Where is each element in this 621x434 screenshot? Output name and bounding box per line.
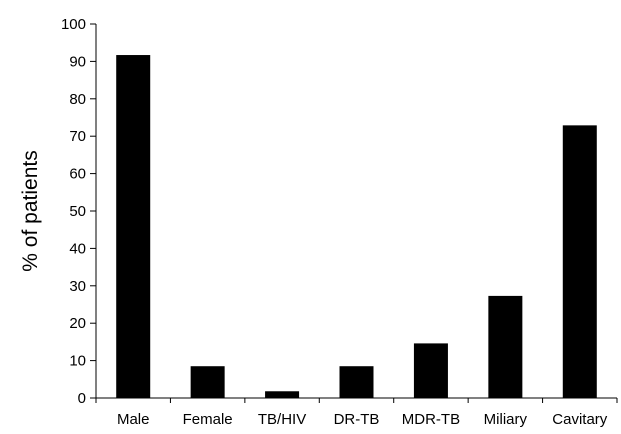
y-tick-label: 100 [61, 16, 86, 33]
bar-female [190, 366, 225, 398]
y-tick-label: 10 [69, 353, 86, 370]
bar-cavitary [562, 125, 597, 398]
bar-dr-tb [339, 366, 374, 398]
bar-tb-hiv [265, 391, 300, 398]
x-tick-label: DR-TB [334, 411, 380, 428]
category-labels: Male Female TB/HIV DR-TB MDR-TB Miliary Cavita… [117, 411, 608, 428]
x-ticks [95, 398, 618, 403]
x-tick-label: MDR-TB [402, 411, 460, 428]
y-tick-label: 50 [69, 203, 86, 220]
y-tick-label: 0 [78, 390, 86, 407]
y-axis-title: % of patients [19, 150, 42, 271]
y-tick-label: 60 [69, 166, 86, 183]
bar-mdr-tb [413, 343, 448, 398]
y-ticks: 0 10 20 30 40 50 60 70 80 90 100 [61, 16, 96, 407]
y-tick-label: 70 [69, 128, 86, 145]
x-tick-label: Male [117, 411, 150, 428]
x-tick-label: Female [183, 411, 233, 428]
y-tick-label: 30 [69, 278, 86, 295]
x-tick-label: Miliary [484, 411, 528, 428]
y-tick-label: 90 [69, 53, 86, 70]
bar-miliary [488, 295, 523, 398]
x-tick-label: TB/HIV [258, 411, 306, 428]
y-tick-label: 40 [69, 240, 86, 257]
x-tick-label: Cavitary [552, 411, 608, 428]
bar-male [116, 55, 151, 399]
y-tick-label: 80 [69, 91, 86, 108]
bars [116, 55, 597, 399]
y-tick-label: 20 [69, 315, 86, 332]
